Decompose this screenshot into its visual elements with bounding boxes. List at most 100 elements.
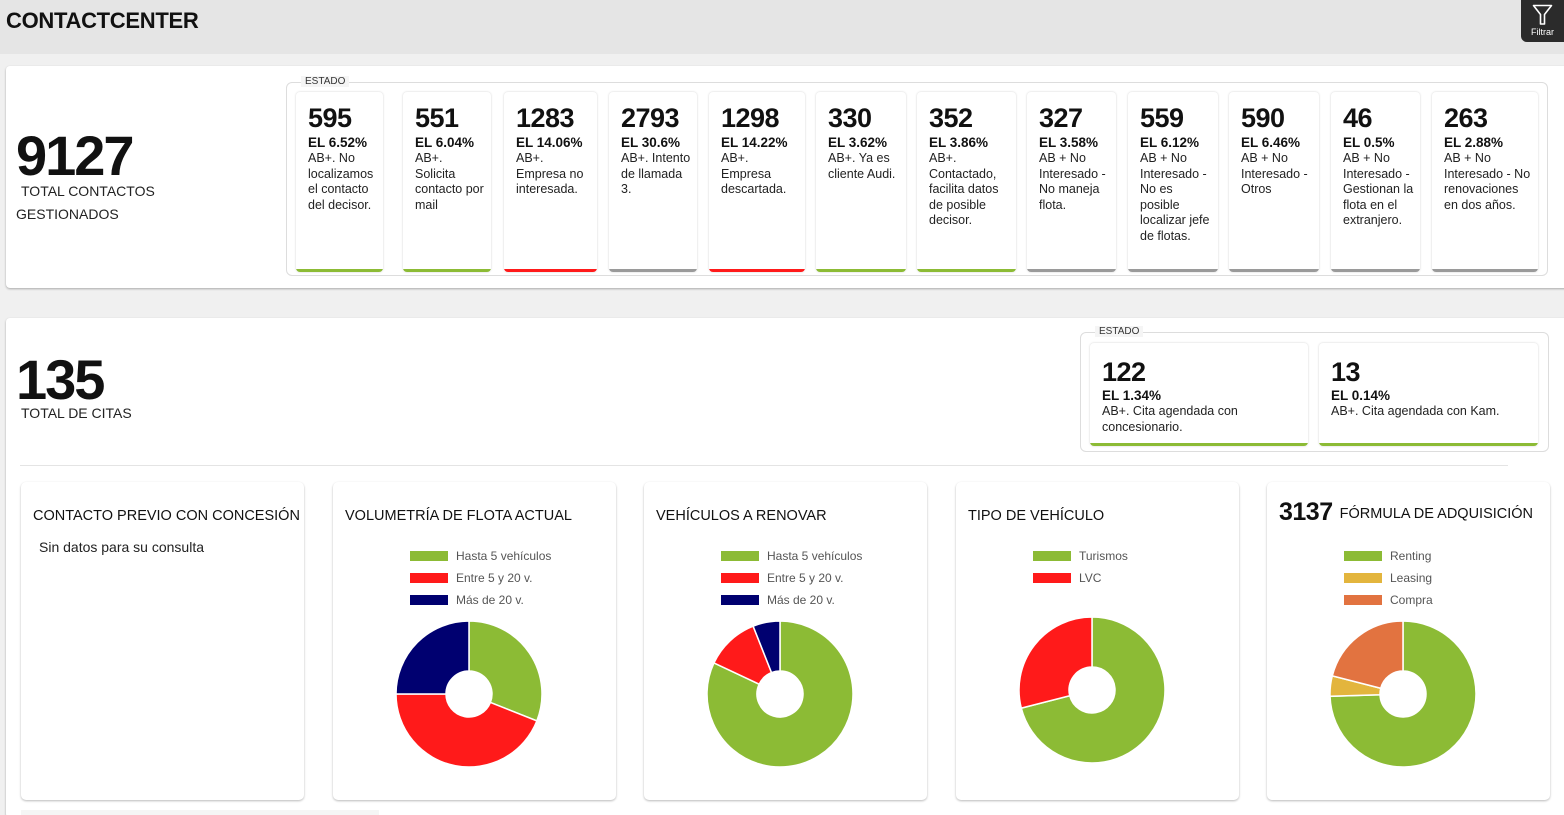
estado-card[interactable]: 551 EL 6.04% AB+. Solicita contacto por ma… [403, 92, 491, 272]
legend-swatch [1033, 551, 1071, 561]
estado-card[interactable]: 595 EL 6.52% AB+. No localizamos el contac… [296, 92, 383, 272]
legend-label: Hasta 5 vehículos [456, 549, 552, 563]
estado-card-status-bar [1229, 269, 1319, 272]
legend-label: Leasing [1390, 571, 1433, 585]
pie-slice-hasta-5-vehículos[interactable] [706, 620, 854, 768]
total-contacts-value: 9127 [16, 124, 135, 187]
total-contacts-label-line2: GESTIONADOS [16, 206, 119, 222]
estado-card[interactable]: 590 EL 6.46% AB + No Interesado - Otros [1229, 92, 1319, 272]
estado-card-description: AB + No Interesado - No maneja flota. [1039, 151, 1106, 212]
chart-title: 3137 FÓRMULA DE ADQUISICIÓN [1279, 498, 1533, 527]
estado-label: ESTADO [301, 76, 350, 87]
pie-slice-más-de-20-v-[interactable] [395, 620, 470, 695]
legend-label: Entre 5 y 20 v. [767, 571, 844, 585]
estado-card-description: AB + No Interesado - No renovaciones en … [1444, 151, 1531, 212]
chart-legend: Turismos LVC [1033, 545, 1128, 589]
chart-card-volumetria: VOLUMETRÍA DE FLOTA ACTUAL Hasta 5 vehíc… [333, 482, 616, 800]
contacts-panel: 9127 TOTAL CONTACTOS GESTIONADOS ESTADO … [6, 66, 1564, 288]
no-data-message: Sin datos para su consulta [39, 539, 204, 555]
legend-item[interactable]: Compra [1344, 589, 1433, 611]
legend-item[interactable]: Turismos [1033, 545, 1128, 567]
legend-item[interactable]: Leasing [1344, 567, 1433, 589]
filter-button-label: Filtrar [1531, 27, 1554, 37]
pie-slice-turismos[interactable] [1020, 616, 1166, 764]
estado-card[interactable]: 330 EL 3.62% AB+. Ya es cliente Audi. [816, 92, 906, 272]
cita-estado-card[interactable]: 122 EL 1.34% AB+. Cita agendada con conces… [1090, 343, 1308, 446]
donut-chart-volumetria [395, 620, 543, 768]
estado-card-percent: EL 0.5% [1343, 135, 1395, 150]
legend-item[interactable]: Entre 5 y 20 v. [721, 567, 862, 589]
estado-card-percent: EL 14.22% [721, 135, 788, 150]
estado-card[interactable]: 2793 EL 30.6% AB+. Intento de llamada 3. [609, 92, 697, 272]
legend-item[interactable]: Renting [1344, 545, 1433, 567]
estado-card-status-bar [1432, 269, 1538, 272]
chart-title: VEHÍCULOS A RENOVAR [656, 508, 827, 524]
chart-legend: Hasta 5 vehículos Entre 5 y 20 v. Más de 2… [721, 545, 862, 611]
legend-item[interactable]: Hasta 5 vehículos [721, 545, 862, 567]
filter-button[interactable]: Filtrar [1521, 0, 1564, 42]
estado-card-percent: EL 6.12% [1140, 135, 1200, 150]
estado-card-description: AB+. Contactado, facilita datos de posib… [929, 151, 999, 227]
legend-item[interactable]: Más de 20 v. [721, 589, 862, 611]
estado-card-description: AB+. Empresa no interesada. [516, 151, 584, 196]
estado-card-value: 2793 [621, 103, 680, 133]
estado-card-description: AB+. Solicita contacto por mail [415, 151, 484, 212]
cita-card-status-bar [1090, 443, 1308, 446]
bottom-scroll-strip [21, 810, 379, 815]
estado-card-percent: EL 30.6% [621, 135, 681, 150]
estado-card-description: AB+. Ya es cliente Audi. [828, 151, 896, 181]
legend-item[interactable]: LVC [1033, 567, 1128, 589]
estado-card-value: 551 [415, 103, 459, 133]
citas-estado-group: ESTADO [1080, 326, 1549, 452]
estado-card[interactable]: 1298 EL 14.22% AB+. Empresa descartada. [709, 92, 805, 272]
pie-slice-renting[interactable] [1329, 620, 1477, 768]
legend-item[interactable]: Más de 20 v. [410, 589, 551, 611]
estado-card[interactable]: 46 EL 0.5% AB + No Interesado - Gestionan … [1331, 92, 1420, 272]
chart-card-renovar: VEHÍCULOS A RENOVAR Hasta 5 vehículos Ent… [644, 482, 927, 800]
estado-card-value: 595 [308, 103, 352, 133]
chart-title: VOLUMETRÍA DE FLOTA ACTUAL [345, 508, 572, 524]
estado-card[interactable]: 559 EL 6.12% AB + No Interesado - No es po… [1128, 92, 1218, 272]
legend-swatch [410, 573, 448, 583]
cita-card-status-bar [1319, 443, 1538, 446]
section-divider [20, 465, 1508, 466]
estado-card-value: 559 [1140, 103, 1184, 133]
chart-card-tipo-vehiculo: TIPO DE VEHÍCULO Turismos LVC [956, 482, 1239, 800]
pie-slice-más-de-20-v-[interactable] [752, 620, 781, 674]
estado-card-value: 330 [828, 103, 872, 133]
legend-label: Compra [1390, 593, 1433, 607]
estado-card-percent: EL 6.46% [1241, 135, 1301, 150]
chart-title: TIPO DE VEHÍCULO [968, 508, 1105, 524]
legend-label: Hasta 5 vehículos [767, 549, 863, 563]
legend-swatch [1033, 573, 1071, 583]
contacto-previo-title: CONTACTO PREVIO CON CONCESIÓN [33, 508, 300, 524]
estado-card[interactable]: 352 EL 3.86% AB+. Contactado, facilita dat… [917, 92, 1016, 272]
filter-icon [1532, 4, 1553, 25]
cita-estado-card[interactable]: 13 EL 0.14% AB+. Cita agendada con Kam. [1319, 343, 1538, 446]
total-citas-value: 135 [16, 348, 105, 411]
cita-card-value: 122 [1102, 357, 1146, 387]
legend-item[interactable]: Hasta 5 vehículos [410, 545, 551, 567]
estado-card-status-bar [403, 269, 491, 272]
legend-label: Turismos [1079, 549, 1128, 563]
donut-chart-renovar [706, 620, 854, 768]
legend-swatch [410, 595, 448, 605]
legend-item[interactable]: Entre 5 y 20 v. [410, 567, 551, 589]
pie-slice-hasta-5-vehículos[interactable] [468, 620, 543, 722]
estado-card-status-bar [296, 269, 383, 272]
pie-slice-compra[interactable] [1331, 620, 1404, 690]
estado-card-value: 1283 [516, 103, 575, 133]
legend-swatch [721, 595, 759, 605]
estado-card[interactable]: 327 EL 3.58% AB + No Interesado - No manej… [1027, 92, 1116, 272]
estado-card[interactable]: 1283 EL 14.06% AB+. Empresa no interesada. [504, 92, 597, 272]
estado-card-percent: EL 2.88% [1444, 135, 1504, 150]
estado-card-value: 46 [1343, 103, 1373, 133]
pie-slice-lvc[interactable] [1018, 616, 1093, 710]
estado-card-percent: EL 3.58% [1039, 135, 1099, 150]
cita-card-value: 13 [1331, 357, 1361, 387]
legend-swatch [410, 551, 448, 561]
estado-card[interactable]: 263 EL 2.88% AB + No Interesado - No renov… [1432, 92, 1538, 272]
estado-card-value: 263 [1444, 103, 1488, 133]
legend-swatch [721, 551, 759, 561]
pie-slice-entre-5-y-20-v-[interactable] [395, 693, 538, 768]
